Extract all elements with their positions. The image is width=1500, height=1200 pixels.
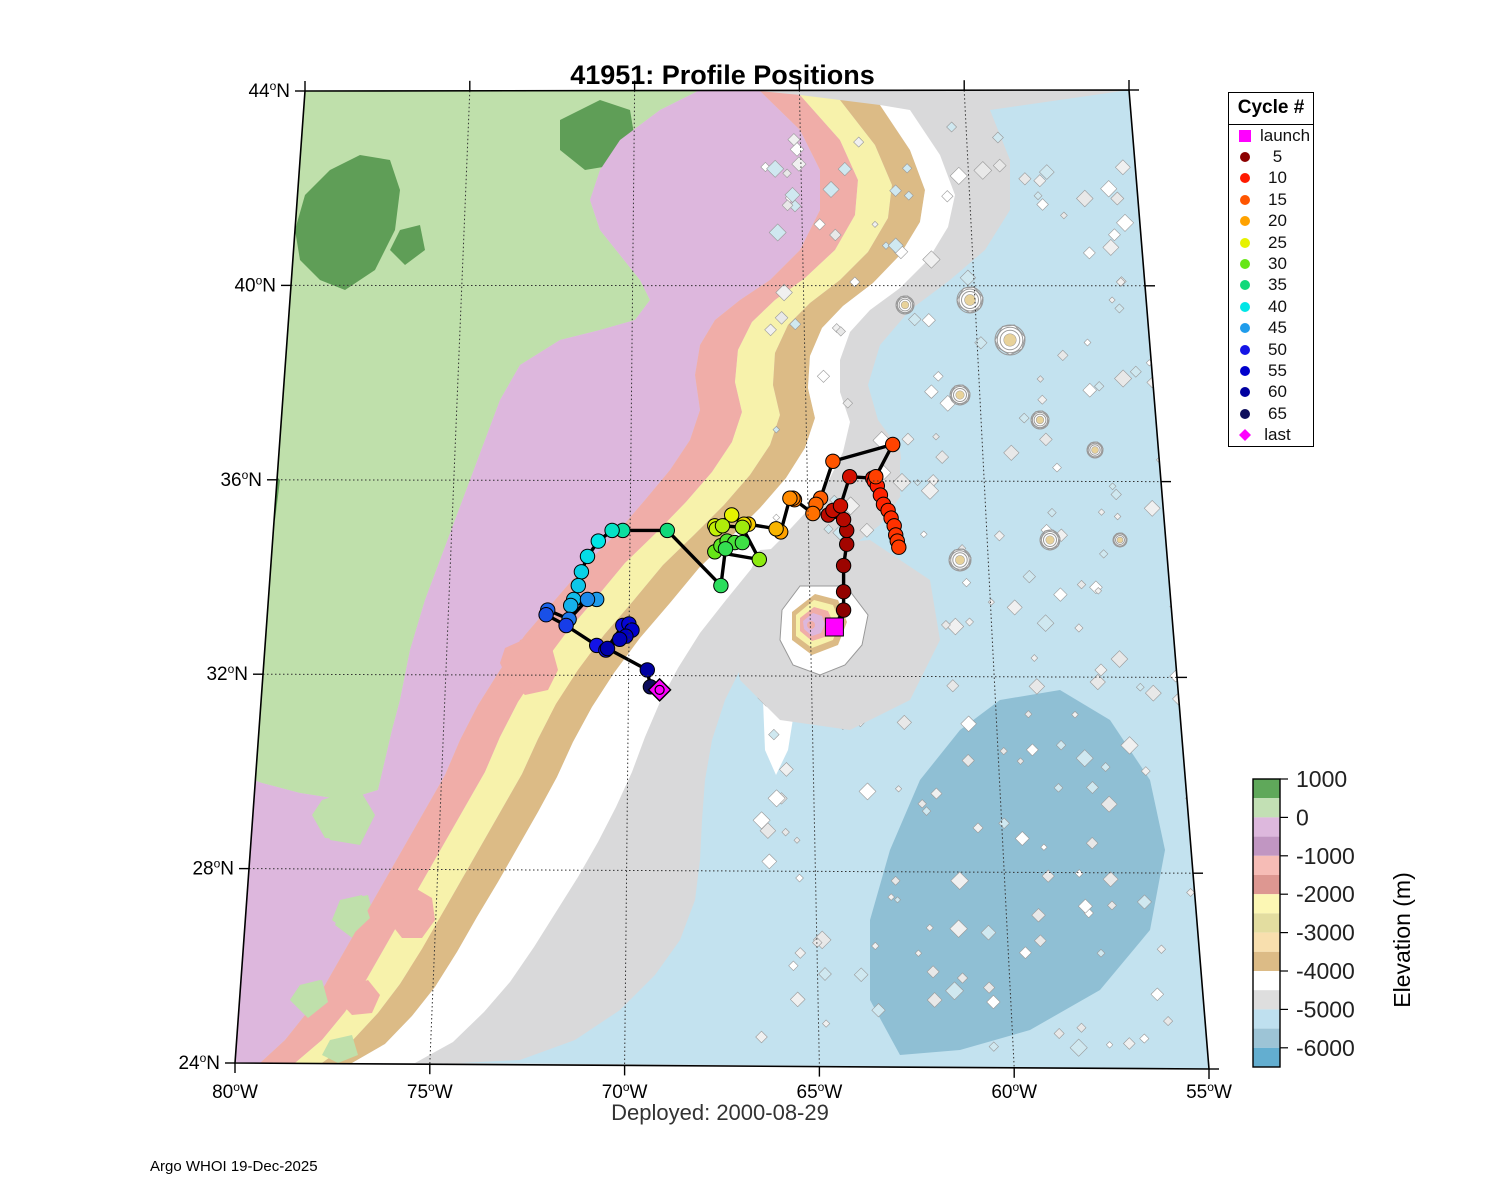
svg-text:-5000: -5000 [1296,996,1355,1022]
svg-text:65oW: 65oW [797,1080,843,1103]
svg-text:70oW: 70oW [602,1080,648,1103]
svg-text:80oW: 80oW [212,1080,258,1103]
svg-text:1000: 1000 [1296,766,1347,792]
svg-text:55oW: 55oW [1186,1080,1232,1103]
svg-text:60oW: 60oW [991,1080,1037,1103]
svg-text:40oN: 40oN [234,273,276,296]
svg-text:-6000: -6000 [1296,1035,1355,1061]
svg-text:28oN: 28oN [192,857,234,880]
svg-text:Elevation (m): Elevation (m) [1389,872,1415,1007]
svg-text:32oN: 32oN [206,662,248,685]
svg-text:-3000: -3000 [1296,920,1355,946]
svg-text:0: 0 [1296,804,1309,830]
svg-text:-2000: -2000 [1296,881,1355,907]
svg-text:24oN: 24oN [178,1051,220,1074]
svg-text:-1000: -1000 [1296,843,1355,869]
svg-text:-4000: -4000 [1296,958,1355,984]
svg-text:44oN: 44oN [248,79,290,102]
svg-text:75oW: 75oW [407,1080,453,1103]
svg-text:36oN: 36oN [220,468,262,491]
